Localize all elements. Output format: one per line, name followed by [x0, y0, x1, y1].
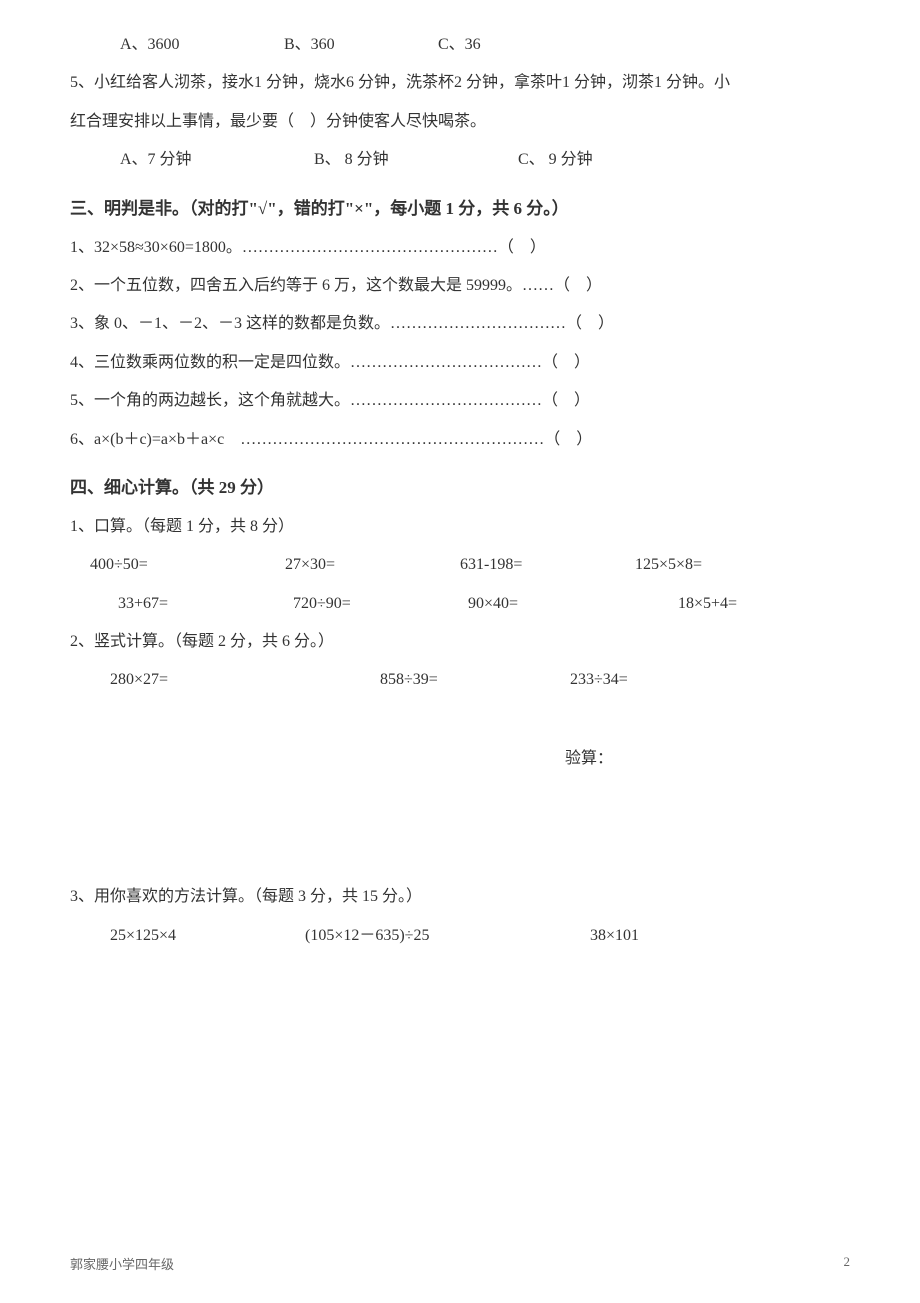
- s4-s1-r2-2: 720÷90=: [293, 589, 468, 619]
- s4-sub1-title: 1、口算。（每题 1 分，共 8 分）: [70, 512, 850, 542]
- q4-options: A、3600 B、360 C、36: [120, 30, 850, 60]
- s4-sub2-title: 2、竖式计算。（每题 2 分，共 6 分。）: [70, 627, 850, 657]
- verify-label: 验算：: [565, 750, 613, 767]
- q4-opt-b: B、360: [284, 30, 434, 60]
- s3-item-3: 3、象 0、－1、－2、－3 这样的数都是负数。……………………………（ ）: [70, 309, 850, 339]
- s4-s1-r1-3: 631-198=: [460, 550, 635, 580]
- s4-s1-r1-1: 400÷50=: [90, 550, 285, 580]
- s4-sub2-verify: 验算：: [565, 744, 850, 774]
- s4-s1-r2-3: 90×40=: [468, 589, 678, 619]
- section4-header: 四、细心计算。（共 29 分）: [70, 473, 850, 498]
- q5-options: A、7 分钟 B、 8 分钟 C、 9 分钟: [120, 145, 850, 175]
- s4-s1-r1-2: 27×30=: [285, 550, 460, 580]
- s3-item-6: 6、a×(b＋c)=a×b＋a×c …………………………………………………（ ）: [70, 425, 850, 455]
- footer-left: 郭家腰小学四年级: [70, 1254, 174, 1273]
- q4-opt-a: A、3600: [120, 30, 280, 60]
- s4-s2-1: 280×27=: [110, 665, 380, 695]
- q5-line2: 红合理安排以上事情，最少要（ ）分钟使客人尽快喝茶。: [70, 107, 850, 137]
- s4-s1-r1-4: 125×5×8=: [635, 550, 702, 580]
- q5-line1: 5、小红给客人沏茶，接水1 分钟，烧水6 分钟，洗茶杯2 分钟，拿茶叶1 分钟，…: [70, 68, 850, 98]
- section3-header: 三、明判是非。（对的打"√"，错的打"×"，每小题 1 分，共 6 分。）: [70, 194, 850, 219]
- s3-item-4: 4、三位数乘两位数的积一定是四位数。………………………………（ ）: [70, 348, 850, 378]
- page-footer: 郭家腰小学四年级 2: [70, 1254, 850, 1273]
- s4-sub3-title: 3、用你喜欢的方法计算。（每题 3 分，共 15 分。）: [70, 882, 850, 912]
- footer-right: 2: [844, 1254, 851, 1273]
- s4-s3-3: 38×101: [590, 921, 639, 951]
- s4-sub2-items: 280×27= 858÷39= 233÷34=: [110, 665, 850, 695]
- s4-sub3-items: 25×125×4 (105×12－635)÷25 38×101: [110, 921, 850, 951]
- s4-s3-2: (105×12－635)÷25: [305, 921, 590, 951]
- s3-item-1: 1、32×58≈30×60=1800。…………………………………………（ ）: [70, 233, 850, 263]
- s4-s2-3: 233÷34=: [570, 665, 628, 695]
- s4-s1-r2-4: 18×5+4=: [678, 589, 737, 619]
- s3-item-5: 5、一个角的两边越长，这个角就越大。………………………………（ ）: [70, 386, 850, 416]
- s3-item-2: 2、一个五位数，四舍五入后约等于 6 万，这个数最大是 59999。……（ ）: [70, 271, 850, 301]
- s4-s3-1: 25×125×4: [110, 921, 305, 951]
- s4-sub1-row2: 33+67= 720÷90= 90×40= 18×5+4=: [118, 589, 850, 619]
- q5-opt-a: A、7 分钟: [120, 145, 310, 175]
- s4-sub1-row1: 400÷50= 27×30= 631-198= 125×5×8=: [90, 550, 850, 580]
- q5-opt-b: B、 8 分钟: [314, 145, 514, 175]
- s4-s2-2: 858÷39=: [380, 665, 570, 695]
- s4-s1-r2-1: 33+67=: [118, 589, 293, 619]
- q4-opt-c: C、36: [438, 30, 481, 60]
- q5-opt-c: C、 9 分钟: [518, 145, 593, 175]
